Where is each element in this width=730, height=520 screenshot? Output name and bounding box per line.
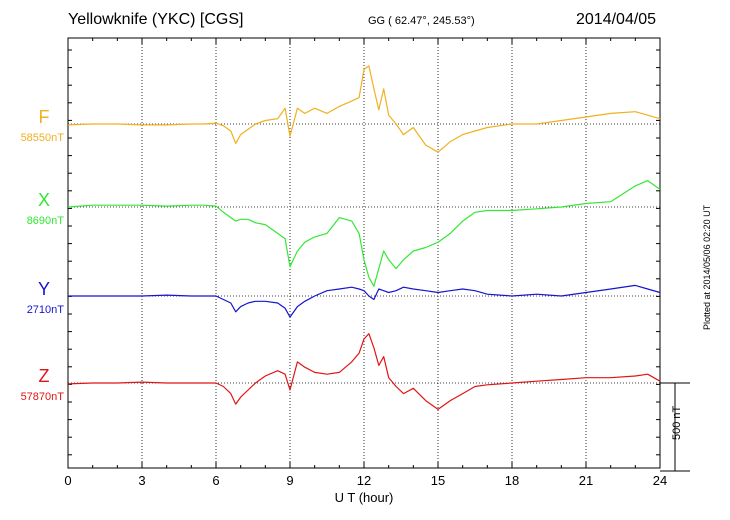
plot-date: 2014/04/05 bbox=[576, 11, 657, 28]
baseline-value-z: 57870nT bbox=[21, 391, 65, 403]
x-tick-label: 18 bbox=[505, 473, 519, 488]
x-tick-label: 0 bbox=[64, 473, 71, 488]
x-tick-label: 24 bbox=[653, 473, 667, 488]
x-tick-label: 3 bbox=[138, 473, 145, 488]
trace-f bbox=[67, 65, 661, 153]
trace-z bbox=[67, 333, 661, 410]
component-label-f: F bbox=[39, 107, 50, 127]
trace-y bbox=[68, 284, 661, 318]
geographic-coords: GG ( 62.47°, 245.53°) bbox=[368, 15, 475, 27]
x-tick-label: 12 bbox=[357, 473, 371, 488]
component-label-x: X bbox=[38, 190, 50, 210]
x-tick-label: 15 bbox=[431, 473, 445, 488]
plot-frame bbox=[67, 37, 661, 469]
plotted-timestamp: Plotted at 2014/05/06 02:20 UT bbox=[702, 204, 712, 330]
x-tick-label: 21 bbox=[579, 473, 593, 488]
station-title: Yellowknife (YKC) [CGS] bbox=[68, 11, 244, 28]
baseline-value-y: 2710nT bbox=[27, 304, 65, 316]
trace-x bbox=[67, 180, 661, 287]
baseline-value-f: 58550nT bbox=[21, 132, 65, 144]
x-axis-label: U T (hour) bbox=[335, 490, 394, 505]
component-label-z: Z bbox=[39, 366, 50, 386]
scale-bar-label: 500 nT bbox=[671, 405, 683, 440]
x-tick-label: 6 bbox=[212, 473, 219, 488]
component-label-y: Y bbox=[38, 279, 50, 299]
x-tick-label: 9 bbox=[286, 473, 293, 488]
baseline-value-x: 8690nT bbox=[27, 215, 65, 227]
